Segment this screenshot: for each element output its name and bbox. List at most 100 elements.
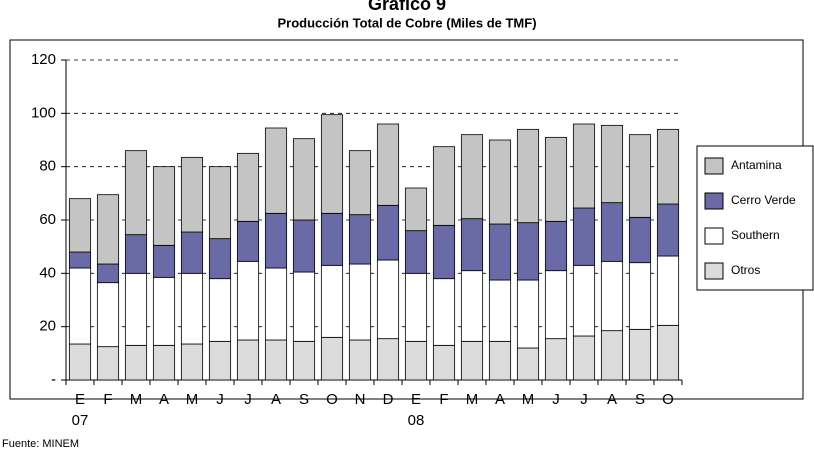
- x-tick-label: S: [299, 391, 309, 408]
- bar-segment: [376, 204, 400, 261]
- bar-segment: [460, 270, 484, 342]
- bar-segment: [124, 344, 148, 381]
- bar-segment: [544, 220, 568, 272]
- bar-segment: [460, 134, 484, 220]
- bar-segment: [152, 166, 176, 246]
- bar-segment: [264, 212, 288, 269]
- bar-segment: [656, 203, 680, 257]
- bar-segment: [152, 344, 176, 381]
- x-tick-label: F: [439, 391, 448, 408]
- bar-segment: [124, 234, 148, 274]
- bar-segment: [516, 347, 540, 381]
- bar-segment: [208, 340, 232, 381]
- bar-segment: [628, 134, 652, 218]
- bar-segment: [404, 187, 428, 232]
- y-tick-label: 60: [39, 211, 56, 228]
- bar-segment: [180, 343, 204, 381]
- x-tick-label: J: [552, 391, 560, 408]
- bar-segment: [208, 278, 232, 342]
- bar-segment: [432, 146, 456, 226]
- bar-segment: [264, 267, 288, 341]
- bar-segment: [320, 264, 344, 338]
- x-tick-label: F: [103, 391, 112, 408]
- y-tick-label: 100: [31, 104, 56, 121]
- legend-label: Cerro Verde: [731, 193, 796, 207]
- bar-segment: [516, 222, 540, 281]
- bar-segment: [264, 127, 288, 214]
- x-tick-label: D: [383, 391, 394, 408]
- bar-segment: [320, 114, 344, 214]
- bar-segment: [236, 152, 260, 222]
- y-tick-label: -: [51, 371, 56, 388]
- bar-segment: [572, 123, 596, 209]
- bar-segment: [124, 272, 148, 346]
- x-tick-label: A: [271, 391, 281, 408]
- bar-segment: [600, 260, 624, 332]
- bar-segment: [432, 344, 456, 381]
- bar-segment: [628, 328, 652, 381]
- bar-segment: [292, 271, 316, 342]
- x-tick-label: M: [186, 391, 199, 408]
- legend-label: Antamina: [731, 158, 782, 172]
- legend-swatch: [704, 262, 724, 280]
- bar-segment: [152, 244, 176, 278]
- bar-segment: [656, 255, 680, 326]
- x-year-label: 07: [72, 412, 89, 429]
- x-tick-label: A: [607, 391, 617, 408]
- x-tick-label: M: [466, 391, 479, 408]
- bar-segment: [544, 136, 568, 222]
- bar-segment: [180, 272, 204, 345]
- bar-segment: [96, 263, 120, 284]
- x-tick-label: N: [355, 391, 366, 408]
- bar-segment: [516, 128, 540, 224]
- bar-segment: [460, 340, 484, 381]
- bar-segment: [236, 220, 260, 262]
- bar-segment: [544, 270, 568, 340]
- bar-segment: [68, 198, 92, 253]
- legend-swatch: [704, 157, 724, 175]
- x-tick-label: J: [216, 391, 224, 408]
- x-tick-label: E: [411, 391, 421, 408]
- bar-segment: [432, 224, 456, 280]
- bar-segment: [600, 330, 624, 381]
- bar-segment: [516, 279, 540, 349]
- bar-segment: [348, 150, 372, 216]
- legend-swatch: [704, 192, 724, 210]
- bar-segment: [124, 150, 148, 236]
- bar-segment: [96, 346, 120, 381]
- x-tick-label: J: [244, 391, 252, 408]
- x-tick-label: J: [580, 391, 588, 408]
- y-tick-label: 80: [39, 158, 56, 175]
- bar-segment: [572, 207, 596, 266]
- x-tick-label: O: [326, 391, 338, 408]
- bar-segment: [628, 216, 652, 264]
- bar-segment: [264, 339, 288, 381]
- bar-segment: [68, 267, 92, 345]
- chart-subtitle: Producción Total de Cobre (Miles de TMF): [277, 15, 536, 30]
- bar-segment: [208, 238, 232, 280]
- x-tick-label: E: [75, 391, 85, 408]
- bar-segment: [320, 336, 344, 381]
- bar-segment: [292, 138, 316, 221]
- bar-segment: [572, 264, 596, 337]
- x-tick-label: M: [522, 391, 535, 408]
- bar-segment: [376, 123, 400, 206]
- bar-segment: [628, 262, 652, 330]
- legend-swatch: [704, 227, 724, 245]
- bar-segment: [460, 218, 484, 272]
- x-tick-label: A: [159, 391, 169, 408]
- bar-segment: [320, 212, 344, 266]
- x-year-label: 08: [408, 412, 425, 429]
- bar-segment: [96, 194, 120, 265]
- bar-segment: [544, 338, 568, 381]
- legend-label: Otros: [731, 263, 760, 277]
- bar-segment: [348, 214, 372, 265]
- y-tick-label: 20: [39, 318, 56, 335]
- bar-segment: [152, 276, 176, 346]
- bar-segment: [292, 340, 316, 381]
- legend-label: Southern: [731, 228, 780, 242]
- bar-segment: [432, 278, 456, 346]
- y-tick-label: 120: [31, 51, 56, 68]
- bar-segment: [488, 340, 512, 381]
